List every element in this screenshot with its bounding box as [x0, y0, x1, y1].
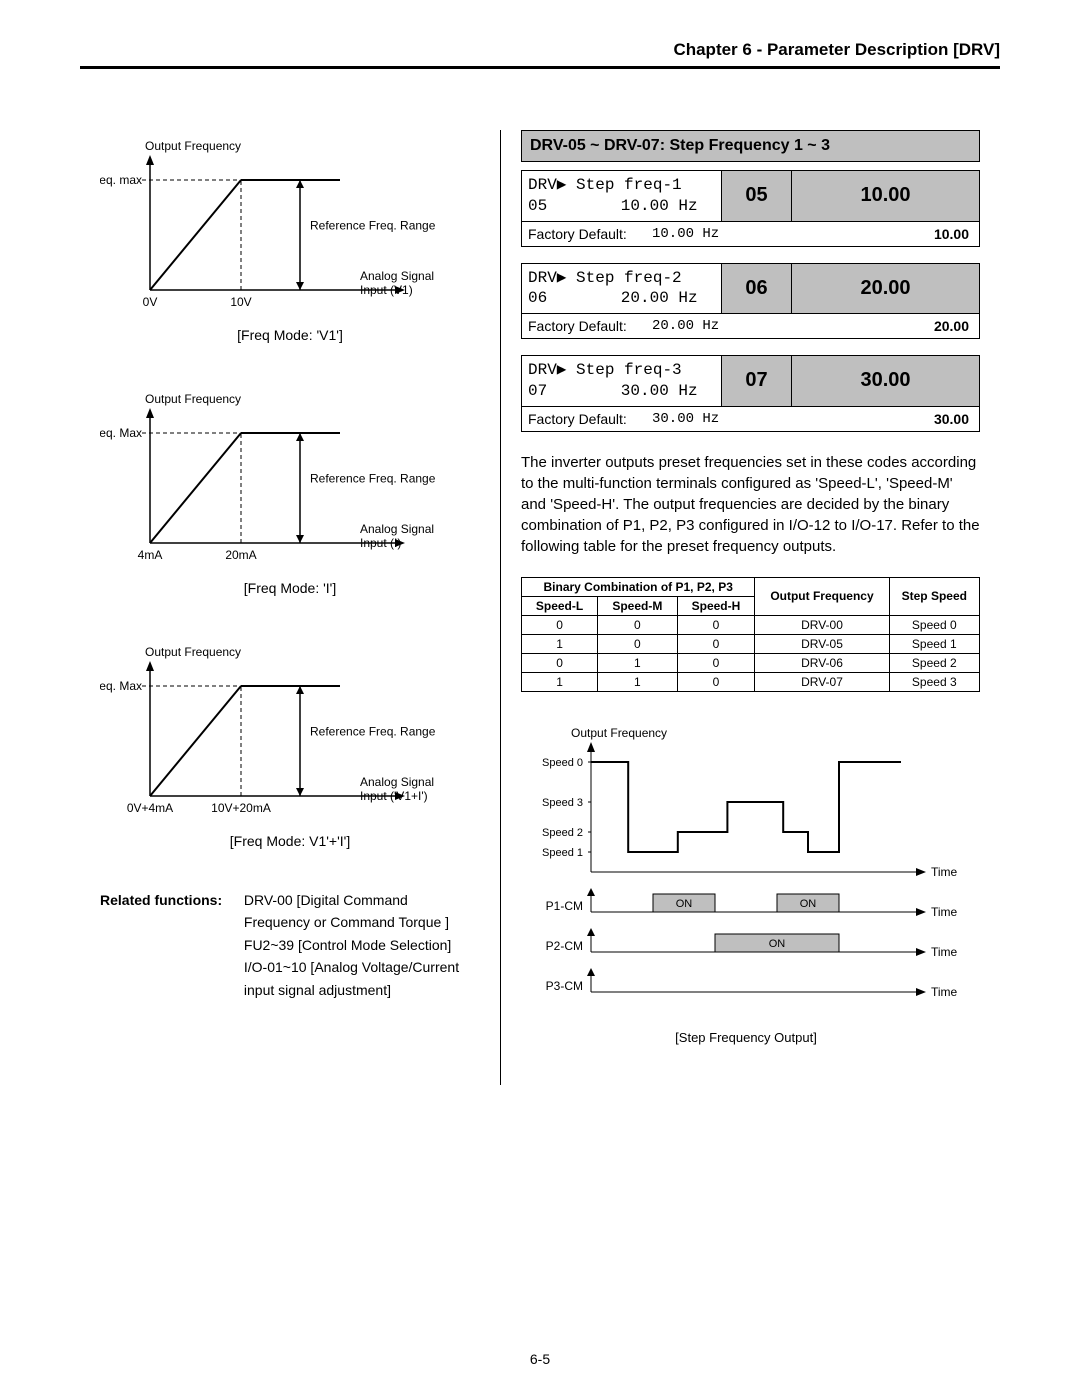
svg-text:Output Frequency: Output Frequency	[571, 726, 667, 740]
section-title: DRV-05 ~ DRV-07: Step Frequency 1 ~ 3	[521, 130, 980, 162]
bin-col4: Output Frequency	[755, 577, 889, 615]
param-value: 30.00	[792, 356, 979, 406]
table-row: 110DRV-07Speed 3	[522, 672, 980, 691]
svg-text:Output Frequency: Output Frequency	[145, 645, 241, 659]
svg-text:Speed 0: Speed 0	[542, 757, 583, 769]
bin-col2: Speed-M	[598, 596, 677, 615]
svg-text:ON: ON	[676, 898, 693, 910]
related-label: Related functions:	[100, 889, 240, 911]
param-block: DRV▶ Step freq-3 07 30.00 Hz 07 30.00 Fa…	[521, 355, 980, 432]
svg-text:Output Frequency: Output Frequency	[145, 139, 241, 153]
svg-text:[Step Frequency Output]: [Step Frequency Output]	[675, 1030, 817, 1045]
svg-text:Analog Signal: Analog Signal	[360, 522, 434, 536]
bin-col5: Step Speed	[889, 577, 979, 615]
param-block: DRV▶ Step freq-2 06 20.00 Hz 06 20.00 Fa…	[521, 263, 980, 340]
svg-text:Speed 3: Speed 3	[542, 797, 583, 809]
left-column: Output Frequency Freq. max 0V 10V Refere…	[100, 130, 480, 1001]
timing-diagram: Time Speed 0 Speed 3 Speed 2 Speed 1 Output F…	[521, 722, 980, 1085]
svg-text:Speed 1: Speed 1	[542, 847, 583, 859]
page-number: 6-5	[0, 1351, 1080, 1367]
svg-text:Analog Signal: Analog Signal	[360, 269, 434, 283]
graph-caption: [Freq Mode: V1'+'I']	[100, 833, 480, 849]
bin-col1: Speed-L	[522, 596, 598, 615]
default-label: Factory Default:	[522, 407, 652, 431]
svg-text:ON: ON	[769, 938, 786, 950]
param-value: 20.00	[792, 264, 979, 314]
default-value: 30.00 Hz	[652, 407, 792, 431]
table-row: 000DRV-00Speed 0	[522, 615, 980, 634]
svg-text:Time: Time	[931, 985, 958, 999]
svg-text:10V+20mA: 10V+20mA	[211, 801, 271, 815]
bin-col3: Speed-H	[677, 596, 755, 615]
svg-text:Input (V1): Input (V1)	[360, 283, 413, 297]
param-lcd: DRV▶ Step freq-2 06 20.00 Hz	[522, 264, 722, 314]
svg-text:Time: Time	[931, 945, 958, 959]
body-text: The inverter outputs preset frequencies …	[521, 452, 980, 557]
param-lcd: DRV▶ Step freq-3 07 30.00 Hz	[522, 356, 722, 406]
svg-text:ON: ON	[800, 898, 817, 910]
default-value: 20.00 Hz	[652, 314, 792, 338]
svg-text:Input (I): Input (I)	[360, 536, 401, 550]
svg-text:Freq. Max: Freq. Max	[100, 426, 142, 440]
svg-text:Speed 2: Speed 2	[542, 827, 583, 839]
svg-text:20mA: 20mA	[225, 548, 256, 562]
bin-header-group: Binary Combination of P1, P2, P3	[522, 577, 755, 596]
table-row: 010DRV-06Speed 2	[522, 653, 980, 672]
svg-text:P3-CM: P3-CM	[546, 979, 583, 993]
param-value: 10.00	[792, 171, 979, 221]
svg-text:4mA: 4mA	[138, 548, 163, 562]
svg-text:Analog Signal: Analog Signal	[360, 775, 434, 789]
svg-text:P2-CM: P2-CM	[546, 939, 583, 953]
default-label: Factory Default:	[522, 314, 652, 338]
freq-mode-graph: Output Frequency Freq. Max 0V+4mA 10V+20…	[100, 636, 480, 849]
svg-text:P1-CM: P1-CM	[546, 899, 583, 913]
graph-caption: [Freq Mode: 'I']	[100, 580, 480, 596]
related-functions: Related functions: DRV-00 [Digital Comma…	[100, 889, 480, 1001]
freq-mode-graph: Output Frequency Freq. Max 4mA 20mA Refe…	[100, 383, 480, 596]
svg-text:Input ('V1+I'): Input ('V1+I')	[360, 789, 428, 803]
page-title: Chapter 6 - Parameter Description [DRV]	[673, 40, 1000, 59]
related-body: DRV-00 [Digital Command Frequency or Com…	[244, 889, 474, 1001]
svg-text:0V+4mA: 0V+4mA	[127, 801, 173, 815]
svg-text:Reference Freq. Range: Reference Freq. Range	[310, 725, 436, 739]
freq-mode-graph: Output Frequency Freq. max 0V 10V Refere…	[100, 130, 480, 343]
default-bold: 20.00	[792, 314, 979, 338]
svg-text:Time: Time	[931, 905, 958, 919]
svg-text:10V: 10V	[230, 295, 251, 309]
param-code: 07	[722, 356, 792, 406]
svg-text:Freq. Max: Freq. Max	[100, 679, 142, 693]
svg-text:Reference Freq. Range: Reference Freq. Range	[310, 472, 436, 486]
svg-text:0V: 0V	[143, 295, 158, 309]
svg-text:Reference Freq. Range: Reference Freq. Range	[310, 219, 436, 233]
table-row: 100DRV-05Speed 1	[522, 634, 980, 653]
page-header: Chapter 6 - Parameter Description [DRV]	[80, 40, 1000, 69]
right-column: DRV-05 ~ DRV-07: Step Frequency 1 ~ 3 DR…	[500, 130, 980, 1085]
default-bold: 30.00	[792, 407, 979, 431]
default-bold: 10.00	[792, 222, 979, 246]
param-code: 06	[722, 264, 792, 314]
svg-text:Output Frequency: Output Frequency	[145, 392, 241, 406]
svg-text:Time: Time	[931, 865, 958, 879]
param-code: 05	[722, 171, 792, 221]
param-block: DRV▶ Step freq-1 05 10.00 Hz 05 10.00 Fa…	[521, 170, 980, 247]
default-value: 10.00 Hz	[652, 222, 792, 246]
graph-caption: [Freq Mode: 'V1']	[100, 327, 480, 343]
binary-table: Binary Combination of P1, P2, P3 Output …	[521, 577, 980, 692]
param-lcd: DRV▶ Step freq-1 05 10.00 Hz	[522, 171, 722, 221]
default-label: Factory Default:	[522, 222, 652, 246]
svg-text:Freq. max: Freq. max	[100, 173, 142, 187]
